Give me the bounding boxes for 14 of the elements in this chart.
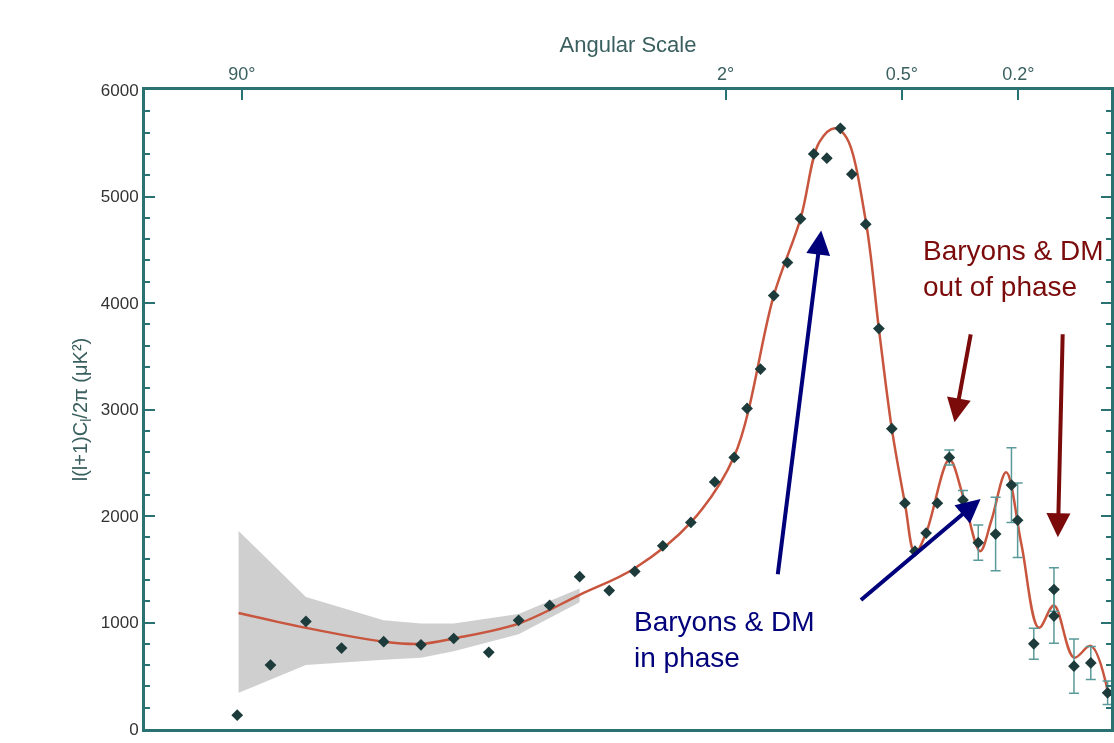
y-tick-label: 1000: [100, 613, 139, 633]
y-tick-label: 2000: [100, 506, 139, 526]
annotation: Baryons & DM in phase: [634, 606, 815, 674]
x-tick-label: 0.2°: [1002, 63, 1035, 84]
x-axis-title: Angular Scale: [559, 31, 697, 57]
y-tick-label: 3000: [100, 400, 139, 420]
y-tick-label: 5000: [100, 187, 139, 207]
y-tick-label: 4000: [100, 293, 139, 313]
x-tick-label: 90°: [228, 63, 256, 84]
x-tick-label: 0.5°: [885, 63, 918, 84]
y-tick-label: 6000: [100, 80, 139, 100]
annotation: Baryons & DM out of phase: [923, 235, 1104, 303]
y-tick-label: 0: [129, 719, 139, 739]
x-tick-label: 2°: [717, 63, 735, 84]
